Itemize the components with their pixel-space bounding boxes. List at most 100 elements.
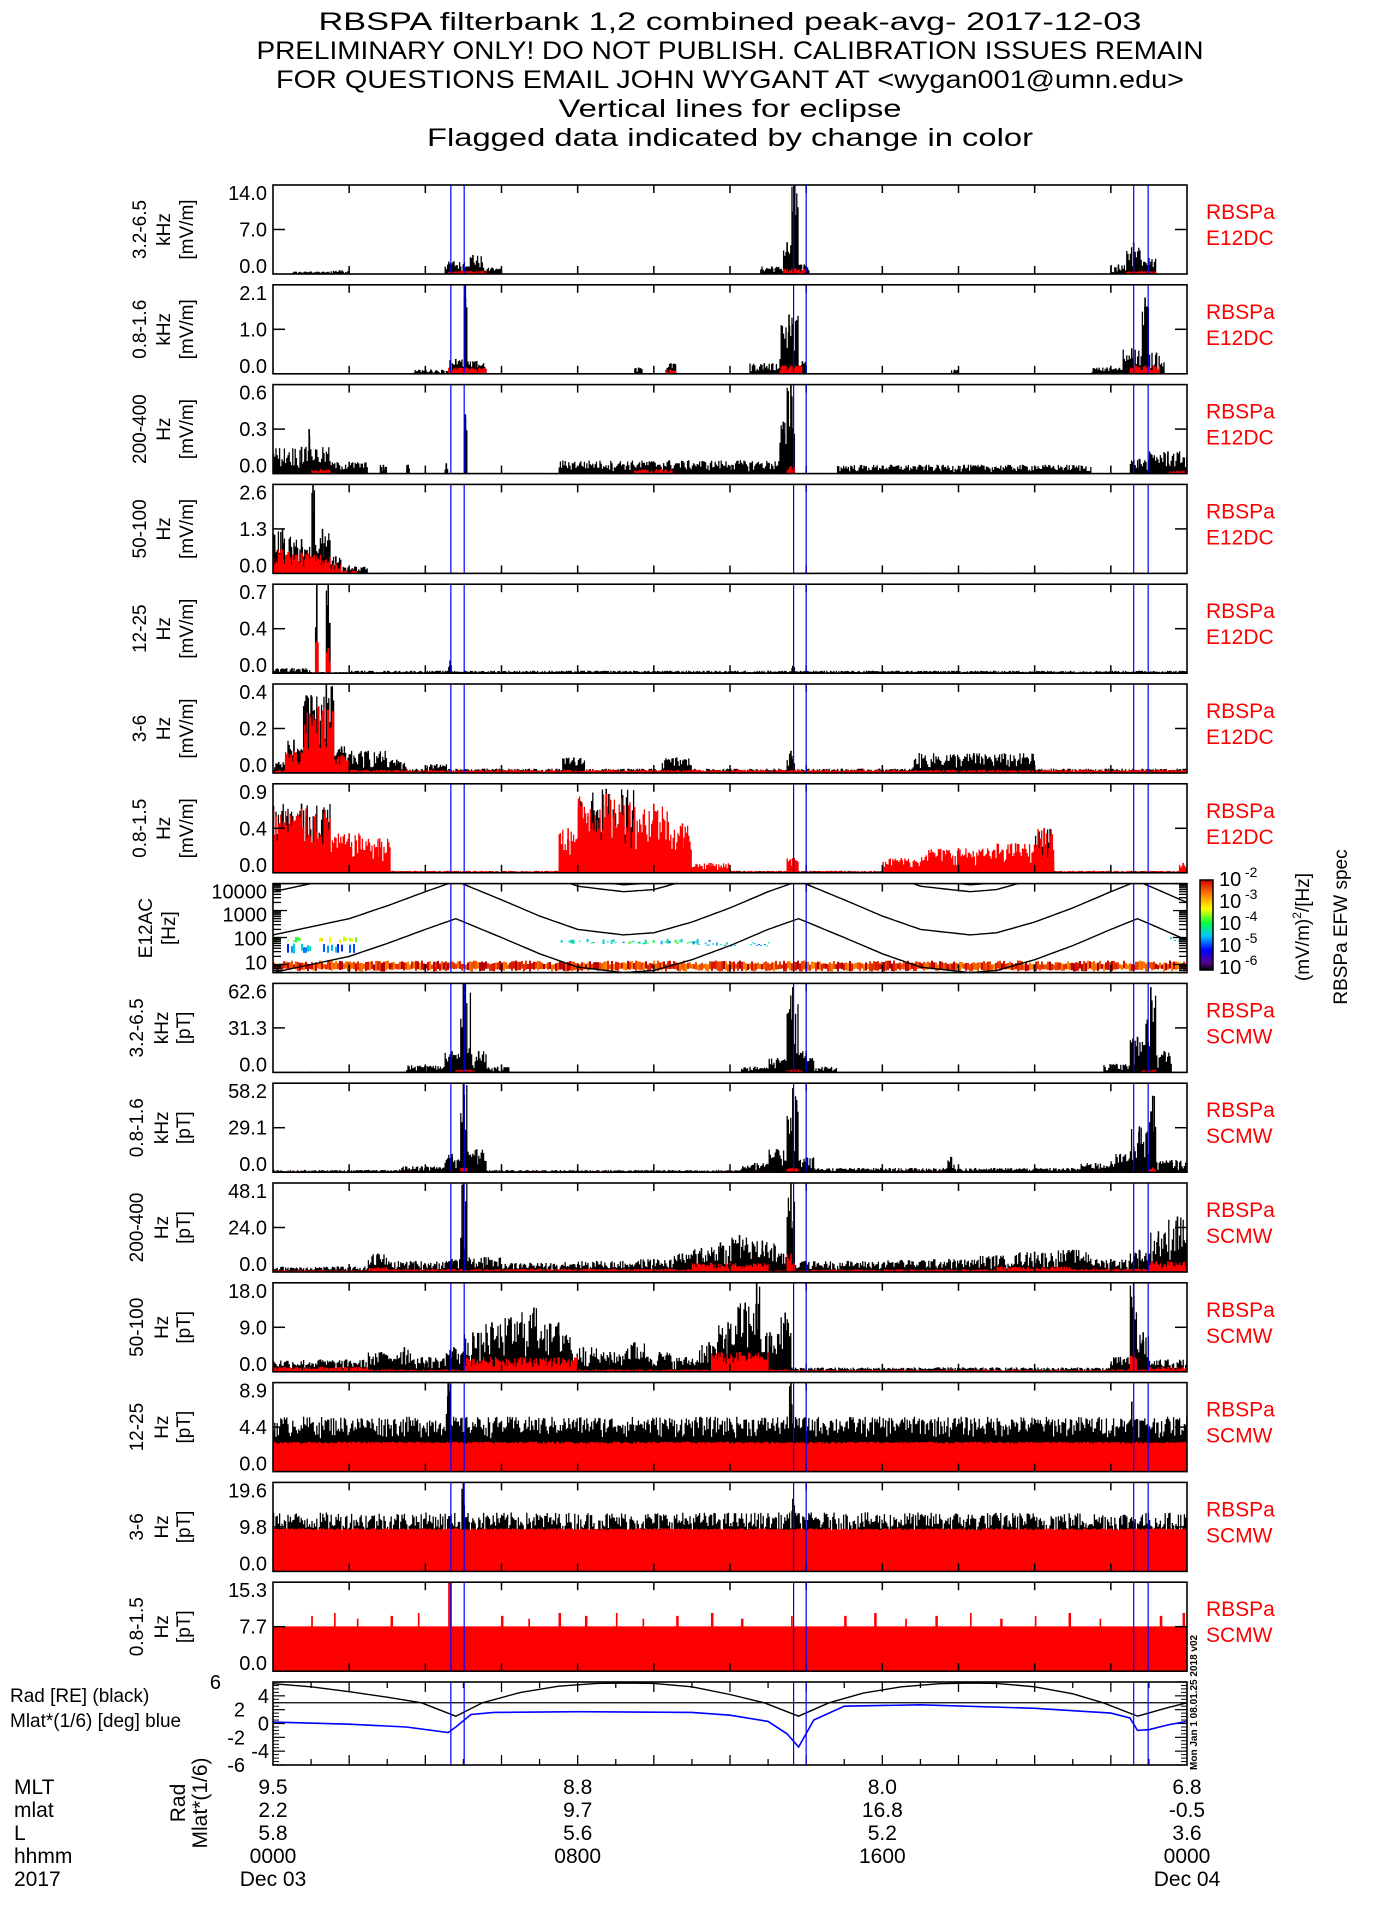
spectrogram-cell <box>666 938 669 944</box>
spectrogram-cell <box>632 940 635 942</box>
spectrogram-cell <box>765 945 768 947</box>
spectrogram-cell <box>441 961 443 970</box>
spectrogram-cell <box>1007 962 1009 970</box>
spectrogram-cell <box>739 960 741 969</box>
spectrogram-cell <box>899 962 901 971</box>
panel-data-area <box>273 584 1187 674</box>
y-tick-label: -2 <box>227 1727 245 1749</box>
spectrogram-cell <box>677 964 679 971</box>
spectrogram-cell <box>583 962 585 970</box>
spectrogram-cell <box>694 941 697 943</box>
spectrogram-cell <box>541 962 543 970</box>
spectrogram-cell <box>1019 960 1021 971</box>
x-axis-value: 8.0 <box>868 1776 897 1799</box>
panel-data-area <box>273 883 1187 973</box>
spectrogram-cell <box>929 962 931 969</box>
spectrogram-cell <box>297 936 299 941</box>
spectrogram-cell <box>1025 962 1027 972</box>
spectrogram-cell <box>329 961 331 970</box>
spectrogram-cell <box>719 944 722 946</box>
spectrogram-cell <box>361 963 363 972</box>
peak-series <box>273 186 1187 274</box>
y-tick-label: 0.0 <box>239 755 267 777</box>
frequency-band-label: 200-400 <box>130 394 151 464</box>
spectrogram-cell <box>568 940 571 943</box>
spectrogram-cell <box>688 941 691 943</box>
spectrogram-cell <box>557 962 559 971</box>
amplitude-unit-label: [pT] <box>174 1012 195 1045</box>
spectrogram-cell <box>1047 961 1049 970</box>
spectrogram-cell <box>337 944 339 953</box>
x-axis-value: Dec 04 <box>1154 1868 1221 1891</box>
instrument-label: E12DC <box>1206 427 1274 450</box>
x-axis-value: 8.8 <box>563 1776 592 1799</box>
y-tick-label: 24.0 <box>228 1218 267 1240</box>
spectrogram-cell <box>325 964 327 970</box>
spectrogram-cell <box>715 960 717 970</box>
y-tick-label: 8.9 <box>239 1381 267 1403</box>
spectrogram-cell <box>471 961 473 972</box>
spectrogram-cell <box>321 937 323 942</box>
spectrogram-cell <box>843 963 845 971</box>
spectrogram-cell <box>615 961 617 971</box>
spectrogram-cell <box>861 963 863 969</box>
spectrogram-cell <box>1165 962 1167 971</box>
spectrogram-cell <box>807 961 809 971</box>
y-tick-label: 4 <box>258 1686 269 1708</box>
spectrogram-cell <box>783 960 785 972</box>
spectrogram-cell <box>1085 962 1087 972</box>
spectrogram-cell <box>375 960 377 971</box>
y-tick-label: 0.0 <box>239 356 267 378</box>
spectrogram-cell <box>1057 962 1059 971</box>
spectrogram-cell <box>959 961 961 971</box>
spectrogram-cell <box>690 941 693 943</box>
colorbar-unit-part: (mV/m) <box>1293 919 1314 981</box>
spectrogram-cell <box>1069 963 1071 970</box>
spectrogram-cell <box>597 962 599 971</box>
spectrogram-cell <box>515 960 517 971</box>
instrument-label: E12DC <box>1206 327 1274 350</box>
spectrogram-cell <box>753 963 755 972</box>
panel-data-area <box>273 1482 1187 1572</box>
spectrogram-cell <box>891 963 893 971</box>
spectrogram-cell <box>570 939 573 944</box>
spectrogram-cell <box>647 964 649 971</box>
spectrogram-cell <box>997 961 999 969</box>
spectrogram-cell <box>355 963 357 972</box>
spectrogram-cell <box>1053 964 1055 970</box>
spacecraft-label: RBSPa <box>1206 1598 1275 1621</box>
spectrogram-cell <box>355 937 357 943</box>
spectrogram-cell <box>1001 963 1003 970</box>
spacecraft-label: RBSPa <box>1206 500 1275 523</box>
spectrogram-cell <box>433 961 435 972</box>
spectrogram-cell <box>704 942 707 944</box>
frequency-unit-label: Hz <box>154 817 175 840</box>
spectrogram-cell <box>667 961 669 969</box>
spectrogram-cell <box>1031 964 1033 970</box>
spectrogram-cell <box>643 962 645 972</box>
spectrogram-cell <box>835 964 837 969</box>
spectrogram-cell <box>759 963 761 969</box>
panel-data-area <box>273 684 1187 773</box>
spectrogram-cell <box>747 964 749 971</box>
spectrogram-cell <box>939 961 941 970</box>
spectrogram-cell <box>1049 961 1051 971</box>
spectrogram-cell <box>499 961 501 970</box>
spectrogram-cell <box>339 961 341 970</box>
spectrogram-cell <box>327 961 329 970</box>
spectrogram-cell <box>975 963 977 970</box>
x-axis-row-name: hhmm <box>14 1845 72 1868</box>
spectrogram-cell <box>399 961 401 970</box>
spectrogram-cell <box>628 941 631 945</box>
y-tick-label: 15.3 <box>228 1580 267 1602</box>
spectrogram-cell <box>1145 963 1147 972</box>
amplitude-unit-label: [pT] <box>174 1311 195 1344</box>
panel-data-area <box>273 484 1187 574</box>
peak-series <box>273 590 1187 674</box>
spectrogram-cell <box>1161 964 1163 969</box>
y-tick-label: 18.0 <box>228 1281 267 1303</box>
spectrogram-cell <box>1023 964 1025 971</box>
gyrofrequency-curve <box>273 883 1187 936</box>
amplitude-unit-label: [mV/m] <box>177 499 198 559</box>
spectrogram-cell <box>692 941 695 945</box>
